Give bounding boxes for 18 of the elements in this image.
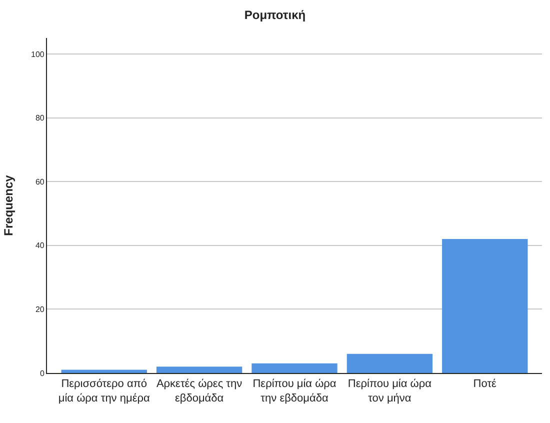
y-tick-label: 80 [35,114,45,123]
y-tick-label: 60 [35,177,45,186]
y-tick-label: 0 [40,368,45,378]
bar [61,370,147,373]
x-tick-label: Ποτέ [473,378,497,390]
y-tick-label: 100 [31,50,45,59]
x-tick-label: Περίπου μία ώρα την εβδομάδα [252,378,337,404]
x-tick-label: Περίπου μία ώρα τον μήνα [348,378,432,404]
chart-title: Ρομποτική [244,8,306,22]
bar [442,239,528,373]
y-tick-label: 20 [35,304,45,314]
y-axis-title: Frequency [1,174,16,236]
y-tick-label: 40 [35,241,45,250]
bar [252,363,338,373]
bar [156,366,242,373]
bar [346,354,433,373]
x-tick-label: Περισσότερο από μία ώρα την ημέρα [58,378,150,404]
x-tick-label: Αρκετές ώρες την εβδομάδα [156,378,243,404]
